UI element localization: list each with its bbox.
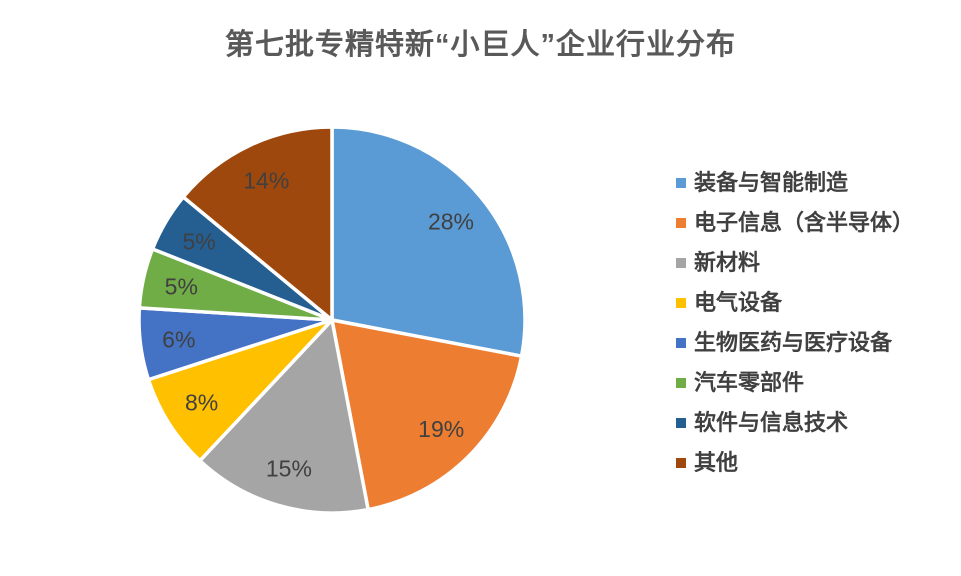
legend-swatch-icon [676, 298, 686, 308]
pie-data-label-6: 5% [182, 228, 215, 254]
legend-label: 电子信息（含半导体） [694, 210, 915, 235]
legend-label: 其他 [694, 450, 739, 475]
legend-swatch-icon [676, 178, 686, 188]
legend-label: 软件与信息技术 [694, 410, 849, 435]
pie-data-label-2: 15% [266, 455, 312, 481]
legend-swatch-icon [676, 378, 686, 388]
pie-data-label-0: 28% [428, 209, 474, 235]
legend-item-4: 生物医药与医疗设备 [676, 323, 914, 363]
legend-label: 电气设备 [694, 290, 783, 315]
legend-swatch-icon [676, 418, 686, 428]
pie-data-label-4: 6% [162, 326, 195, 352]
legend-swatch-icon [676, 458, 686, 468]
legend-swatch-icon [676, 258, 686, 268]
pie-data-label-3: 8% [185, 390, 218, 416]
legend-item-3: 电气设备 [676, 283, 914, 323]
legend-item-5: 汽车零部件 [676, 363, 914, 403]
pie-slice-0 [330, 125, 527, 358]
legend-label: 新材料 [694, 250, 761, 275]
legend-item-2: 新材料 [676, 243, 914, 283]
pie-slice-7 [181, 125, 334, 322]
legend-label: 生物医药与医疗设备 [694, 330, 893, 355]
pie-slice-2 [198, 318, 370, 515]
chart-title: 第七批专精特新“小巨人”企业行业分布 [224, 29, 736, 61]
legend-swatch-icon [676, 218, 686, 228]
pie-slice-1 [330, 318, 524, 512]
legend: 装备与智能制造电子信息（含半导体） 新材料电气设备生物医药与医疗设备 汽车零部件软件… [676, 163, 914, 483]
legend-item-6: 软件与信息技术 [676, 403, 914, 443]
pie-data-label-7: 14% [243, 167, 289, 193]
legend-label: 汽车零部件 [694, 370, 805, 395]
pie-slice-3 [146, 318, 334, 463]
legend-item-1: 电子信息（含半导体） [676, 203, 914, 243]
pie-data-label-1: 19% [418, 416, 464, 442]
legend-item-0: 装备与智能制造 [676, 163, 914, 203]
pie-data-label-5: 5% [165, 273, 198, 299]
legend-label: 装备与智能制造 [694, 170, 849, 195]
legend-swatch-icon [676, 338, 686, 348]
legend-item-7: 其他 [676, 443, 914, 483]
